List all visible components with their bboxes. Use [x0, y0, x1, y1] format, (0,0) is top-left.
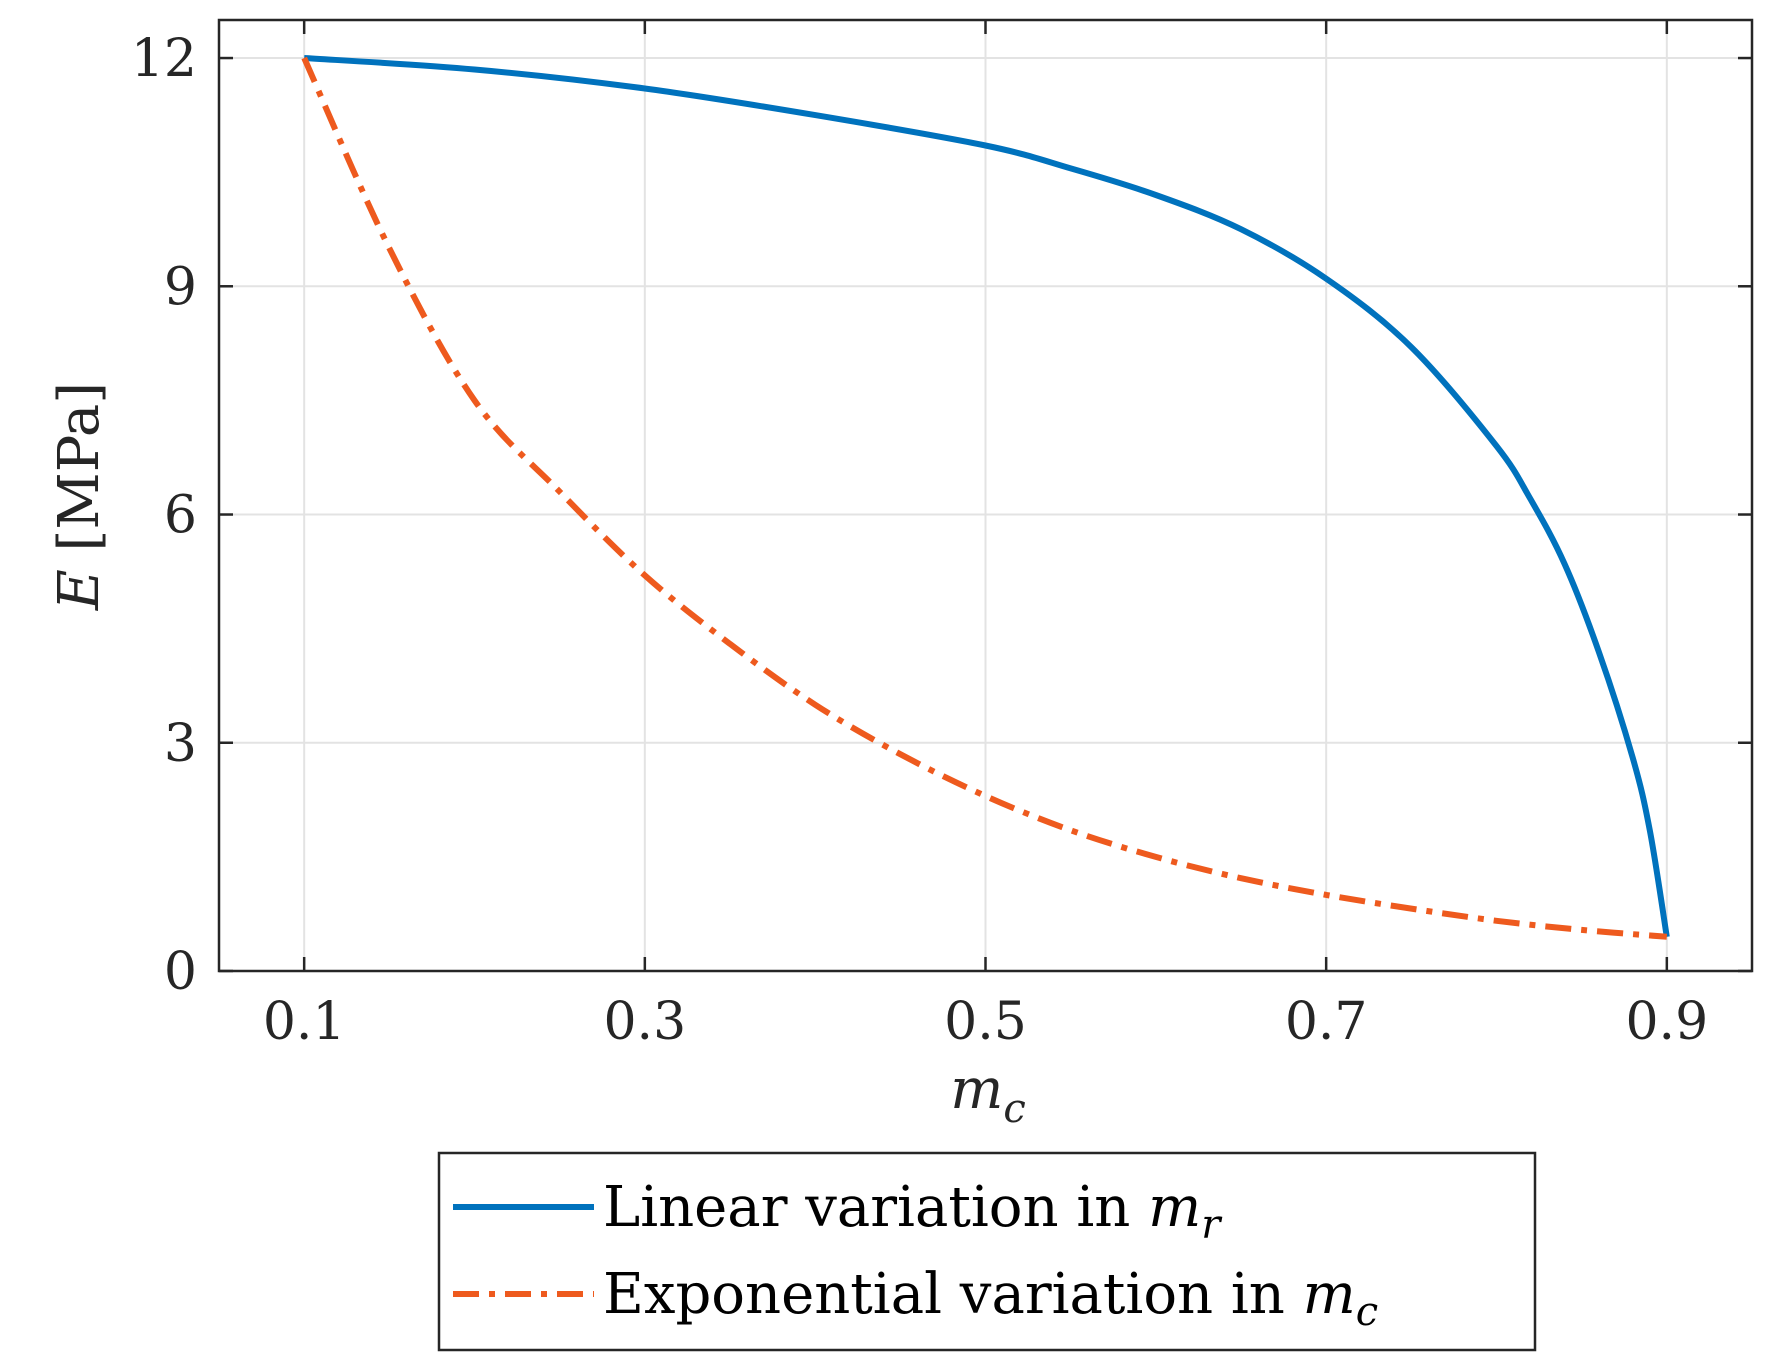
y-tick-label: 12: [131, 29, 197, 89]
ticks-layer: 0.1 0.3 0.5 0.7 0.9 0 3 6 9 12: [131, 20, 1752, 1052]
x-tick-label: 0.7: [1285, 992, 1368, 1052]
x-tick-label: 0.1: [263, 992, 346, 1052]
legend-label-linear: Linear variation in mr: [603, 1175, 1223, 1248]
y-axis-label: E [MPa]: [47, 382, 112, 611]
series-line-exponential: [301, 56, 1668, 940]
grid-lines: [219, 20, 1752, 972]
series-layer: [301, 55, 1670, 940]
x-tick-label: 0.5: [944, 992, 1027, 1052]
legend-label-exponential: Exponential variation in mc: [603, 1262, 1378, 1335]
y-tick-label: 3: [164, 714, 197, 774]
x-axis-label: mc: [950, 1057, 1026, 1132]
y-tick-label: 6: [164, 486, 197, 546]
legend-box: [437, 1151, 1537, 1352]
legend: Linear variation in mr Exponential varia…: [437, 1151, 1537, 1352]
series-line-linear: [303, 55, 1670, 938]
y-tick-label: 0: [164, 942, 197, 1002]
x-tick-label: 0.3: [603, 992, 686, 1052]
x-tick-label: 0.9: [1625, 992, 1708, 1052]
y-tick-label: 9: [164, 257, 197, 317]
